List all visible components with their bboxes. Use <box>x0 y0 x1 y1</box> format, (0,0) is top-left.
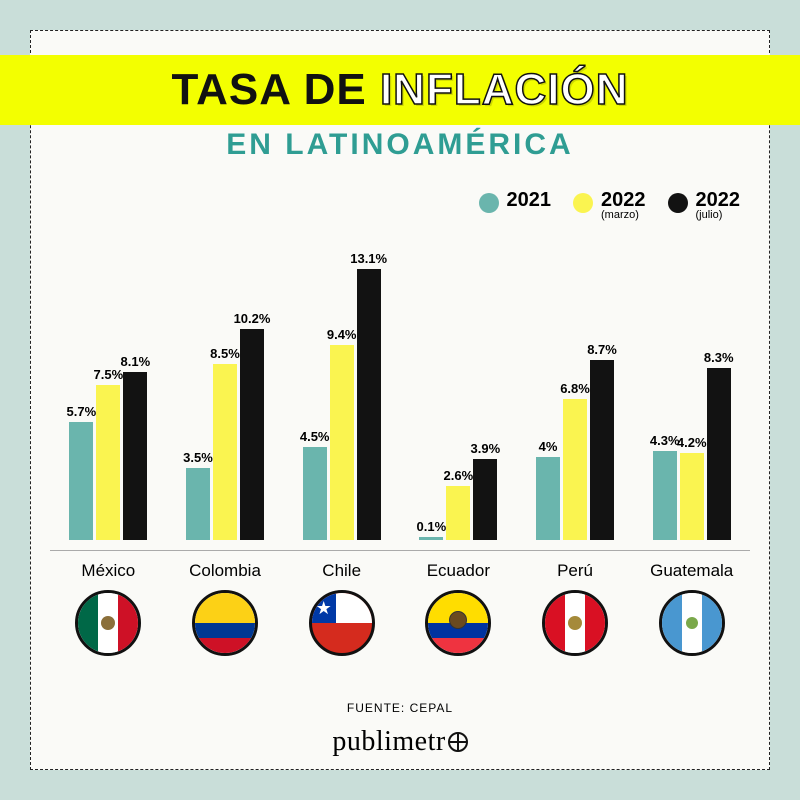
chart-group: 3.5%8.5%10.2% <box>167 250 284 540</box>
bar: 8.5% <box>213 364 237 540</box>
bar-value-label: 13.1% <box>350 251 387 266</box>
title-part-1: TASA DE <box>172 65 380 114</box>
country-name: Guatemala <box>633 561 750 581</box>
legend-item: 2022(julio) <box>668 190 741 221</box>
subtitle: EN LATINOAMÉRICA <box>0 128 800 162</box>
bar-value-label: 3.5% <box>183 450 213 465</box>
bar-cluster: 4%6.8%8.7% <box>536 250 614 540</box>
bar: 8.1% <box>123 372 147 540</box>
legend-swatch <box>668 193 688 213</box>
bar: 3.9% <box>473 459 497 540</box>
bar: 2.6% <box>446 486 470 540</box>
bar-cluster: 0.1%2.6%3.9% <box>419 250 497 540</box>
bar-value-label: 5.7% <box>67 404 97 419</box>
flag-cell: ★ <box>283 590 400 656</box>
flag-gt-icon <box>659 590 725 656</box>
flag-mx-icon <box>75 590 141 656</box>
bar-cluster: 4.3%4.2%8.3% <box>653 250 731 540</box>
globe-icon <box>448 732 468 752</box>
bar-cluster: 3.5%8.5%10.2% <box>186 250 264 540</box>
flag-cell <box>517 590 634 656</box>
bar-value-label: 2.6% <box>444 468 474 483</box>
legend: 2021 2022(marzo) 2022(julio) <box>479 190 741 221</box>
chart-group: 5.7%7.5%8.1% <box>50 250 167 540</box>
bar: 9.4% <box>330 345 354 540</box>
legend-sublabel: (julio) <box>696 210 741 221</box>
brand-text: publimetr <box>332 726 445 757</box>
legend-item: 2021 <box>479 190 552 213</box>
chart-group: 4.5%9.4%13.1% <box>283 250 400 540</box>
bar-value-label: 9.4% <box>327 327 357 342</box>
bar-value-label: 8.1% <box>121 354 151 369</box>
source-line: FUENTE: CEPAL <box>0 701 800 715</box>
bar-value-label: 6.8% <box>560 381 590 396</box>
flag-cl-icon: ★ <box>309 590 375 656</box>
bar-value-label: 0.1% <box>417 519 447 534</box>
country-flags-row: ★ <box>50 590 750 656</box>
main-title: TASA DE INFLACIÓN <box>172 65 629 115</box>
country-name: México <box>50 561 167 581</box>
flag-cell <box>167 590 284 656</box>
bar: 4.5% <box>303 447 327 540</box>
flag-pe-icon <box>542 590 608 656</box>
country-name: Chile <box>283 561 400 581</box>
bar-value-label: 8.7% <box>587 342 617 357</box>
country-name: Perú <box>517 561 634 581</box>
bar-cluster: 5.7%7.5%8.1% <box>69 250 147 540</box>
chart-group: 4%6.8%8.7% <box>517 250 634 540</box>
flag-co-icon <box>192 590 258 656</box>
bar-value-label: 4.2% <box>677 435 707 450</box>
legend-sublabel: (marzo) <box>601 210 646 221</box>
bar-value-label: 8.5% <box>210 346 240 361</box>
chart-group: 0.1%2.6%3.9% <box>400 250 517 540</box>
country-name: Ecuador <box>400 561 517 581</box>
bar-value-label: 4.3% <box>650 433 680 448</box>
title-part-2: INFLACIÓN <box>380 65 629 114</box>
source-prefix: FUENTE: <box>347 701 410 715</box>
bar: 5.7% <box>69 422 93 540</box>
bar: 13.1% <box>357 269 381 540</box>
chart-group: 4.3%4.2%8.3% <box>633 250 750 540</box>
bar-value-label: 7.5% <box>94 367 124 382</box>
country-name: Colombia <box>167 561 284 581</box>
brand-logo: publimetr <box>0 726 800 758</box>
title-band: TASA DE INFLACIÓN <box>0 55 800 125</box>
bar: 8.7% <box>590 360 614 540</box>
bar: 4.2% <box>680 453 704 540</box>
bar-value-label: 4.5% <box>300 429 330 444</box>
bar-value-label: 4% <box>539 439 558 454</box>
bar-value-label: 10.2% <box>234 311 271 326</box>
legend-label: 2021 <box>507 190 552 210</box>
legend-item: 2022(marzo) <box>573 190 646 221</box>
bar: 7.5% <box>96 385 120 540</box>
flag-cell <box>50 590 167 656</box>
legend-swatch <box>479 193 499 213</box>
flag-ec-icon <box>425 590 491 656</box>
bar-chart: 5.7%7.5%8.1%3.5%8.5%10.2%4.5%9.4%13.1%0.… <box>50 250 750 540</box>
bar: 3.5% <box>186 468 210 541</box>
bar-value-label: 8.3% <box>704 350 734 365</box>
legend-swatch <box>573 193 593 213</box>
bar-value-label: 3.9% <box>471 441 501 456</box>
legend-label: 2022(marzo) <box>601 190 646 221</box>
bar: 8.3% <box>707 368 731 540</box>
flag-cell <box>400 590 517 656</box>
bar: 6.8% <box>563 399 587 540</box>
bar: 0.1% <box>419 537 443 540</box>
country-names-row: MéxicoColombiaChileEcuadorPerúGuatemala <box>50 550 750 581</box>
bar: 4% <box>536 457 560 540</box>
bar-cluster: 4.5%9.4%13.1% <box>303 250 381 540</box>
bar: 10.2% <box>240 329 264 540</box>
legend-label: 2022(julio) <box>696 190 741 221</box>
bar: 4.3% <box>653 451 677 540</box>
flag-cell <box>633 590 750 656</box>
infographic-page: TASA DE INFLACIÓN EN LATINOAMÉRICA 20212… <box>0 0 800 800</box>
source-name: CEPAL <box>410 701 453 715</box>
